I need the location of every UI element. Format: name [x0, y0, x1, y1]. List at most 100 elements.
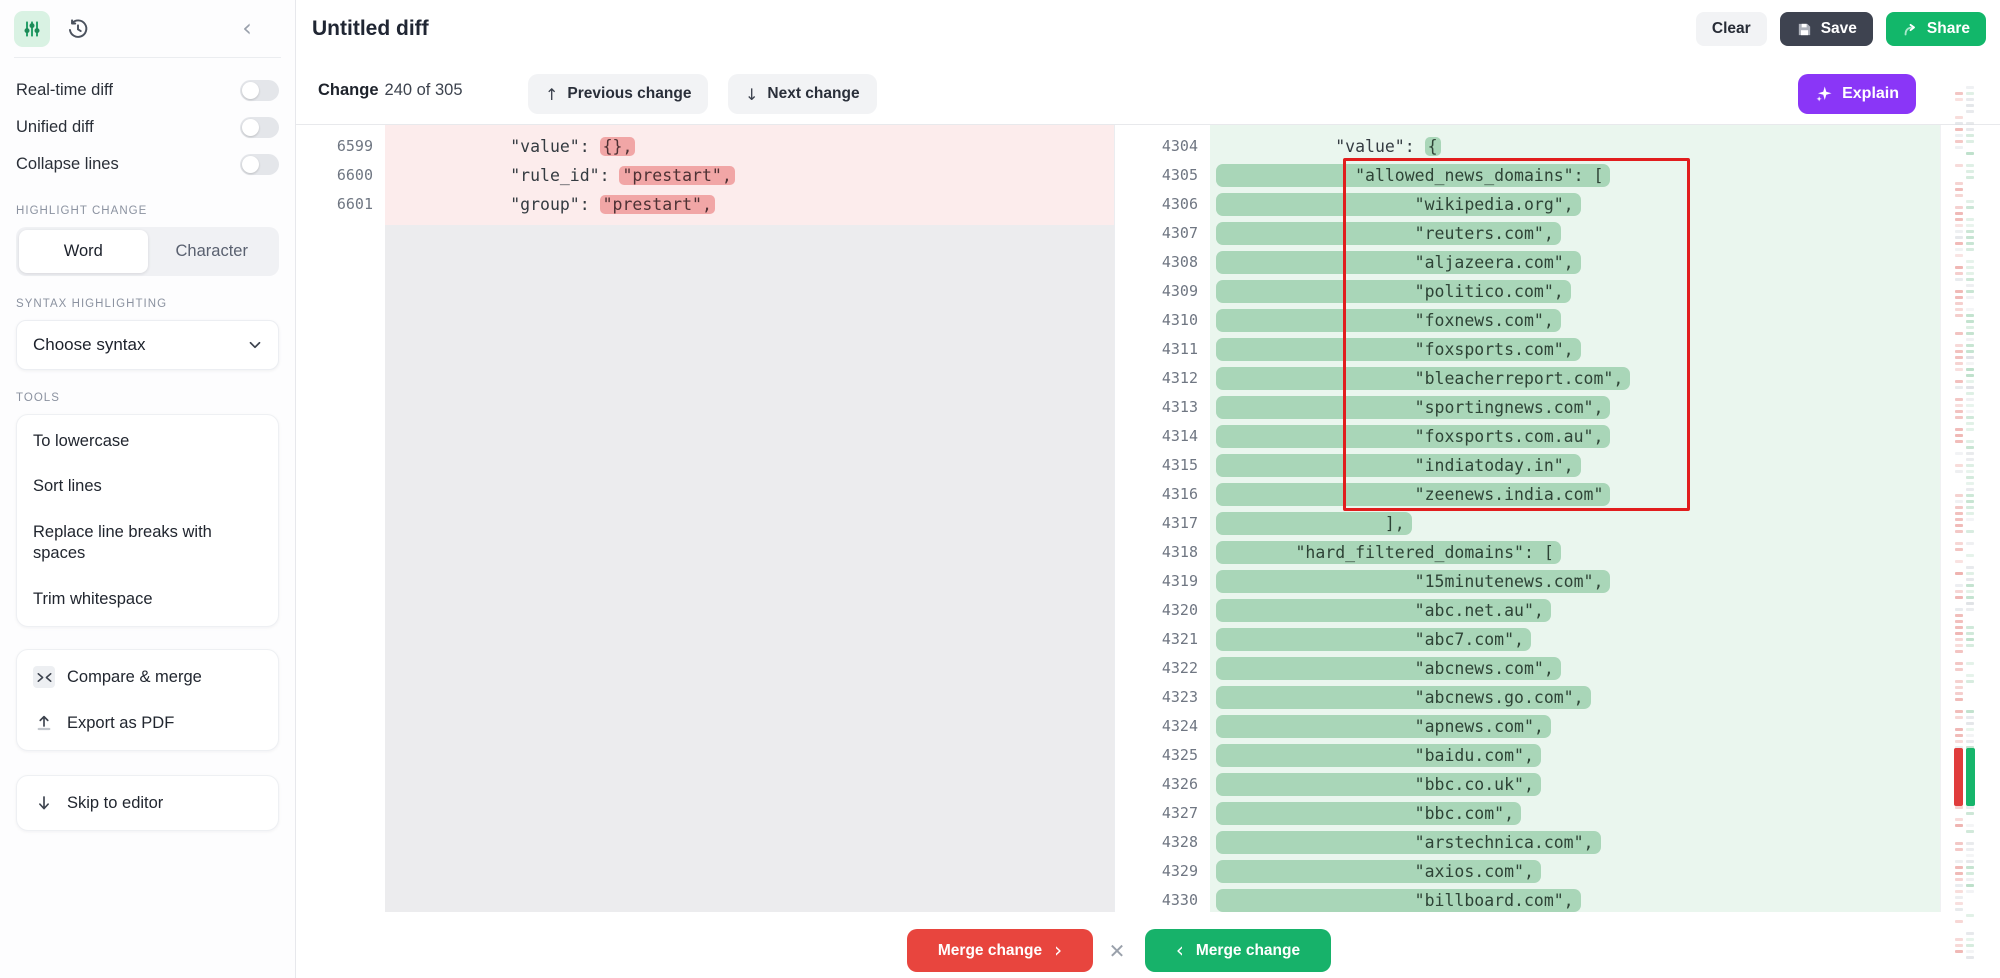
collapse-sidebar-button[interactable]: ‹: [242, 14, 252, 42]
minimap-removed-mark: [1955, 314, 1963, 317]
minimap-removed-mark: [1955, 662, 1963, 665]
line-number: 4322: [1161, 659, 1198, 677]
change-label: Change: [318, 81, 379, 99]
minimap-current-change-removed: [1954, 748, 1963, 806]
minimap-added-mark: [1966, 626, 1974, 629]
next-change-button[interactable]: ↓ Next change: [728, 74, 877, 114]
minimap-removed-mark: [1955, 464, 1963, 467]
minimap-removed-mark: [1955, 524, 1963, 527]
minimap-added-mark: [1966, 218, 1974, 221]
minimap-added-mark: [1966, 272, 1974, 275]
minimap-added-mark: [1966, 440, 1974, 443]
minimap-added-mark: [1966, 314, 1974, 317]
tool-to-lowercase[interactable]: To lowercase: [33, 432, 130, 450]
added-line-pill: "axios.com",: [1216, 860, 1541, 883]
diff-settings-button[interactable]: [14, 10, 50, 47]
minimap-removed-mark: [1955, 134, 1963, 137]
minimap-added-mark: [1966, 122, 1974, 125]
minimap-removed-mark: [1955, 860, 1963, 863]
tool-replace-line-breaks[interactable]: Replace line breaks with spaces: [33, 522, 212, 563]
added-line-pill: "bbc.com",: [1216, 802, 1522, 825]
choose-syntax-dropdown[interactable]: Choose syntax: [16, 320, 279, 370]
minimap-added-mark: [1966, 812, 1974, 815]
minimap-removed-mark: [1955, 362, 1963, 365]
minimap-added-mark: [1966, 572, 1974, 575]
minimap-added-mark: [1966, 260, 1974, 263]
minimap-added-mark: [1966, 128, 1974, 131]
minimap-removed-mark: [1955, 302, 1963, 305]
merge-change-right-to-left-button[interactable]: ‹ Merge change: [1145, 929, 1331, 972]
minimap-removed-mark: [1955, 938, 1963, 941]
minimap-removed-mark: [1955, 368, 1963, 371]
right-diff-pane[interactable]: "value": { "allowed_news_domains": [ "wi…: [1210, 125, 1940, 912]
right-code-line: "abcnews.go.com",: [1210, 683, 1940, 712]
clear-button[interactable]: Clear: [1695, 12, 1767, 46]
toggle-label: Collapse lines: [16, 155, 119, 173]
minimap-removed-mark: [1955, 146, 1963, 149]
right-code-line: "abcnews.com",: [1210, 654, 1940, 683]
added-line-pill: "billboard.com",: [1216, 889, 1581, 912]
minimap-added-mark: [1966, 644, 1974, 647]
highlight-character-option[interactable]: Character: [175, 242, 248, 260]
tool-sort-lines[interactable]: Sort lines: [33, 477, 102, 496]
minimap-added-mark: [1966, 452, 1974, 455]
highlight-word-option[interactable]: Word: [19, 230, 148, 273]
history-button[interactable]: [60, 11, 96, 47]
minimap-added-mark: [1966, 488, 1974, 491]
collapse-lines-toggle[interactable]: [240, 154, 279, 175]
sidebar: ‹ Real-time diff Unified diff Collapse l…: [0, 0, 296, 978]
toggle-label: Real-time diff: [16, 81, 113, 99]
minimap-added-mark: [1966, 590, 1974, 593]
share-button[interactable]: Share: [1885, 12, 1986, 46]
compare-merge-action[interactable]: Compare & merge: [17, 650, 278, 700]
diff-minimap[interactable]: [1950, 86, 1980, 970]
tool-trim-whitespace[interactable]: Trim whitespace: [33, 589, 153, 608]
minimap-added-mark: [1966, 578, 1974, 581]
minimap-added-mark: [1966, 164, 1974, 167]
minimap-removed-mark: [1955, 428, 1963, 431]
minimap-removed-mark: [1955, 494, 1963, 497]
merge-change-left-to-right-button[interactable]: Merge change ›: [907, 929, 1093, 972]
minimap-added-mark: [1966, 914, 1974, 917]
minimap-added-mark: [1966, 320, 1974, 323]
minimap-added-mark: [1966, 950, 1974, 953]
minimap-added-mark: [1966, 104, 1974, 107]
line-number: 4317: [1161, 514, 1198, 532]
minimap-added-mark: [1966, 200, 1974, 203]
removed-token-chip: "prestart",: [619, 166, 735, 185]
dismiss-merge-button[interactable]: ✕: [1108, 940, 1126, 963]
right-code-line: "foxsports.com.au",: [1210, 422, 1940, 451]
added-line-pill: "politico.com",: [1216, 280, 1571, 303]
minimap-added-mark: [1966, 530, 1974, 533]
minimap-removed-mark: [1955, 902, 1963, 905]
skip-to-editor-action[interactable]: Skip to editor: [17, 776, 278, 830]
minimap-added-mark: [1966, 230, 1974, 233]
minimap-removed-mark: [1955, 872, 1963, 875]
minimap-removed-mark: [1955, 692, 1963, 695]
minimap-removed-mark: [1955, 518, 1963, 521]
line-number: 4325: [1161, 746, 1198, 764]
minimap-removed-mark: [1955, 434, 1963, 437]
minimap-removed-mark: [1955, 842, 1963, 845]
minimap-removed-mark: [1955, 632, 1963, 635]
export-pdf-label: Export as PDF: [67, 713, 175, 732]
unified-diff-toggle[interactable]: [240, 117, 279, 138]
left-diff-pane[interactable]: "value": {}, "rule_id": "prestart", "gro…: [385, 125, 1114, 912]
left-code-line: "rule_id": "prestart",: [385, 161, 1114, 190]
save-button[interactable]: Save: [1779, 12, 1873, 46]
previous-change-button[interactable]: ↑ Previous change: [528, 74, 709, 114]
minimap-added-mark: [1966, 284, 1974, 287]
explain-button[interactable]: Explain: [1798, 74, 1916, 114]
minimap-added-mark: [1966, 470, 1974, 473]
minimap-removed-mark: [1955, 878, 1963, 881]
minimap-added-mark: [1966, 884, 1974, 887]
export-pdf-action[interactable]: Export as PDF: [17, 700, 278, 750]
minimap-removed-mark: [1955, 896, 1963, 899]
line-number: 4306: [1161, 195, 1198, 213]
realtime-diff-toggle[interactable]: [240, 80, 279, 101]
right-code-line: "bbc.co.uk",: [1210, 770, 1940, 799]
minimap-added-mark: [1966, 830, 1974, 833]
added-token-chip: {: [1424, 137, 1441, 156]
minimap-removed-mark: [1955, 410, 1963, 413]
minimap-added-mark: [1966, 638, 1974, 641]
